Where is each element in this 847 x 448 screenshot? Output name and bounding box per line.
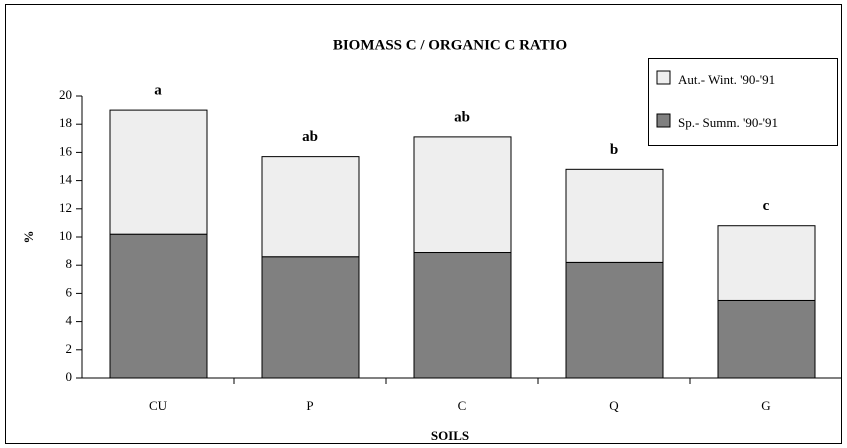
y-tick-label: 4: [66, 313, 73, 328]
bar-segment: [565, 261, 664, 379]
y-tick-label: 14: [59, 172, 73, 187]
y-tick-label: 18: [59, 115, 72, 130]
bar-segment: [109, 233, 208, 379]
x-tick-label: CU: [149, 398, 168, 413]
y-tick-label: 10: [59, 228, 72, 243]
x-tick-label: C: [458, 398, 467, 413]
chart-title: BIOMASS C / ORGANIC C RATIO: [333, 37, 567, 53]
bar-segment: [717, 299, 816, 379]
y-tick-label: 6: [66, 284, 73, 299]
bar-segment: [109, 109, 208, 235]
annotation: a: [154, 83, 162, 99]
annotation: ab: [454, 109, 470, 125]
legend-label: Sp.- Summ. '90-'91: [678, 115, 778, 130]
annotation: c: [763, 198, 770, 214]
y-axis-label: %: [21, 231, 36, 244]
bar-segment: [261, 256, 360, 379]
frame: [5, 4, 842, 444]
legend: [648, 58, 838, 146]
y-tick-label: 20: [59, 87, 72, 102]
bar-segment: [261, 156, 360, 258]
y-tick-label: 2: [66, 341, 73, 356]
legend-swatch: [656, 70, 671, 85]
x-tick-label: P: [306, 398, 313, 413]
bar-segment: [717, 225, 816, 301]
y-tick-label: 12: [59, 200, 72, 215]
y-tick-label: 8: [66, 256, 73, 271]
y-tick-label: 16: [59, 143, 73, 158]
bar-segment: [565, 168, 664, 263]
y-tick-label: 0: [66, 369, 73, 384]
annotation: ab: [302, 129, 318, 145]
x-tick-label: Q: [609, 398, 619, 413]
legend-swatch: [656, 113, 671, 128]
bar-segment: [413, 136, 512, 254]
annotation: b: [610, 142, 618, 158]
bar-segment: [413, 252, 512, 379]
x-tick-label: G: [761, 398, 770, 413]
legend-label: Aut.- Wint. '90-'91: [678, 72, 775, 87]
x-axis-label: SOILS: [431, 428, 469, 443]
